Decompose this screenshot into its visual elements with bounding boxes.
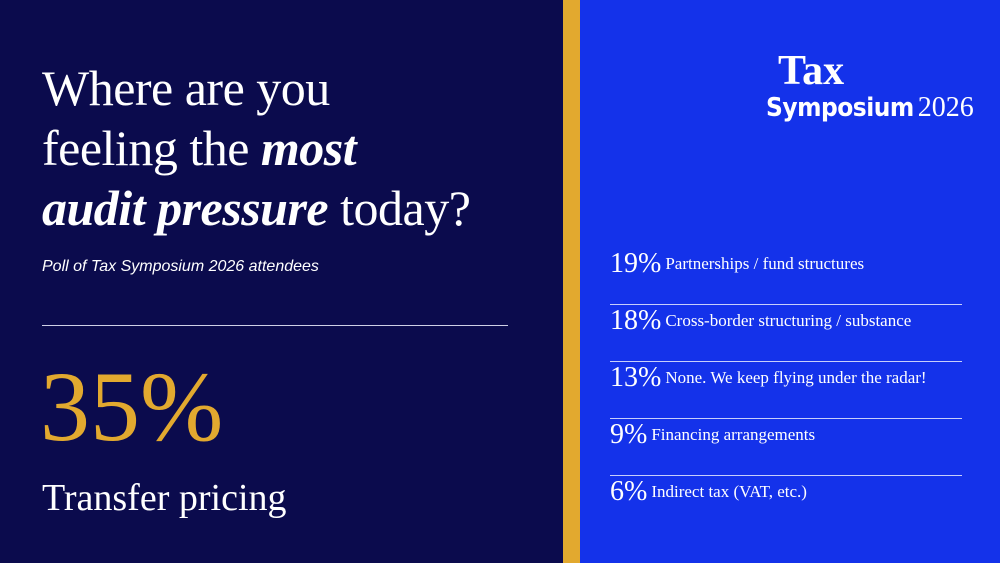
result-percent: 19% [610,248,662,279]
result-percent: 18% [610,305,662,336]
result-percent: 9% [610,419,648,450]
left-panel: Where are you feeling the most audit pre… [0,0,563,563]
headline: Where are you feeling the most audit pre… [42,58,471,238]
result-label: None. We keep flying under the radar! [665,368,927,387]
result-percent: 6% [610,476,648,507]
row-divider [610,475,962,476]
gold-stripe [563,0,580,563]
headline-text: today? [340,180,471,236]
result-label: Financing arrangements [651,425,816,444]
result-row: 19% Partnerships / fund structures [610,248,962,305]
result-row: 6% Indirect tax (VAT, etc.) [610,476,962,533]
result-row: 13% None. We keep flying under the radar! [610,362,962,419]
headline-emphasis: most [260,120,357,176]
top-label: Transfer pricing [42,477,287,519]
logo-word: Symposium [766,93,914,123]
row-divider [610,361,962,362]
logo: Tax Symposium 2026 [766,50,974,124]
headline-text: feeling the [42,120,249,176]
headline-text: Where are you [42,60,330,116]
divider [42,325,508,326]
result-percent: 13% [610,362,662,393]
result-label: Cross-border structuring / substance [665,311,912,330]
subtitle: Poll of Tax Symposium 2026 attendees [42,258,319,275]
result-label: Indirect tax (VAT, etc.) [651,482,807,501]
result-row: 18% Cross-border structuring / substance [610,305,962,362]
logo-word: Tax [778,48,845,94]
top-percent: 35% [40,351,224,462]
logo-year: 2026 [917,92,974,123]
headline-emphasis: audit pressure [42,180,329,236]
row-divider [610,418,962,419]
right-panel: Tax Symposium 2026 19% Partnerships / fun… [580,0,1000,563]
row-divider [610,304,962,305]
result-row: 9% Financing arrangements [610,419,962,476]
result-label: Partnerships / fund structures [665,254,865,273]
